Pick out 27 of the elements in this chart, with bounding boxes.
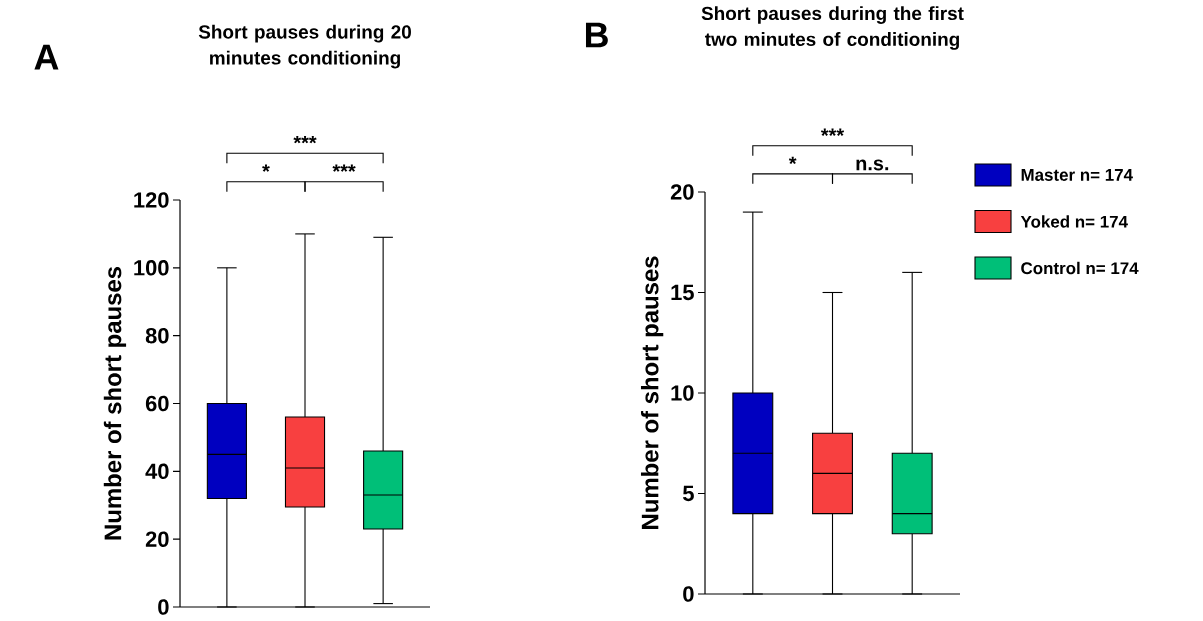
text: n.s. [856,159,889,171]
y-axis-title: Number of short pauses [640,256,664,529]
y-tick-label: 40 [145,463,169,480]
legend-label: Yoked n= 174 [1020,215,1128,228]
text: *** [293,136,317,144]
y-tick-label: 60 [145,395,169,412]
y-tick-label: 15 [671,284,694,301]
text: *** [332,164,356,172]
text: * [788,156,797,165]
y-axis-title: Number of short pauses [103,267,127,540]
chart-title: Short pauses during 20 minutes conditioning [198,24,411,69]
y-tick-label: 20 [145,531,169,547]
chart-title: Short pauses during the first two minutes of conditioning [701,6,964,50]
y-tick-label: 20 [670,184,694,200]
y-tick-label: 0 [683,586,694,602]
y-tick-label: 0 [158,599,169,615]
legend-label: Master n= 174 [1021,169,1133,181]
y-tick-label: 10 [671,385,694,401]
legend-label: Control n= 174 [1021,261,1139,275]
y-tick-label: 5 [682,485,694,502]
y-tick-label: 100 [134,260,169,276]
text: * [262,164,270,172]
y-tick-label: 120 [134,192,169,208]
y-tick-label: 80 [145,327,169,344]
text: A [34,44,59,70]
text: *** [820,128,845,137]
text: B [585,22,608,48]
